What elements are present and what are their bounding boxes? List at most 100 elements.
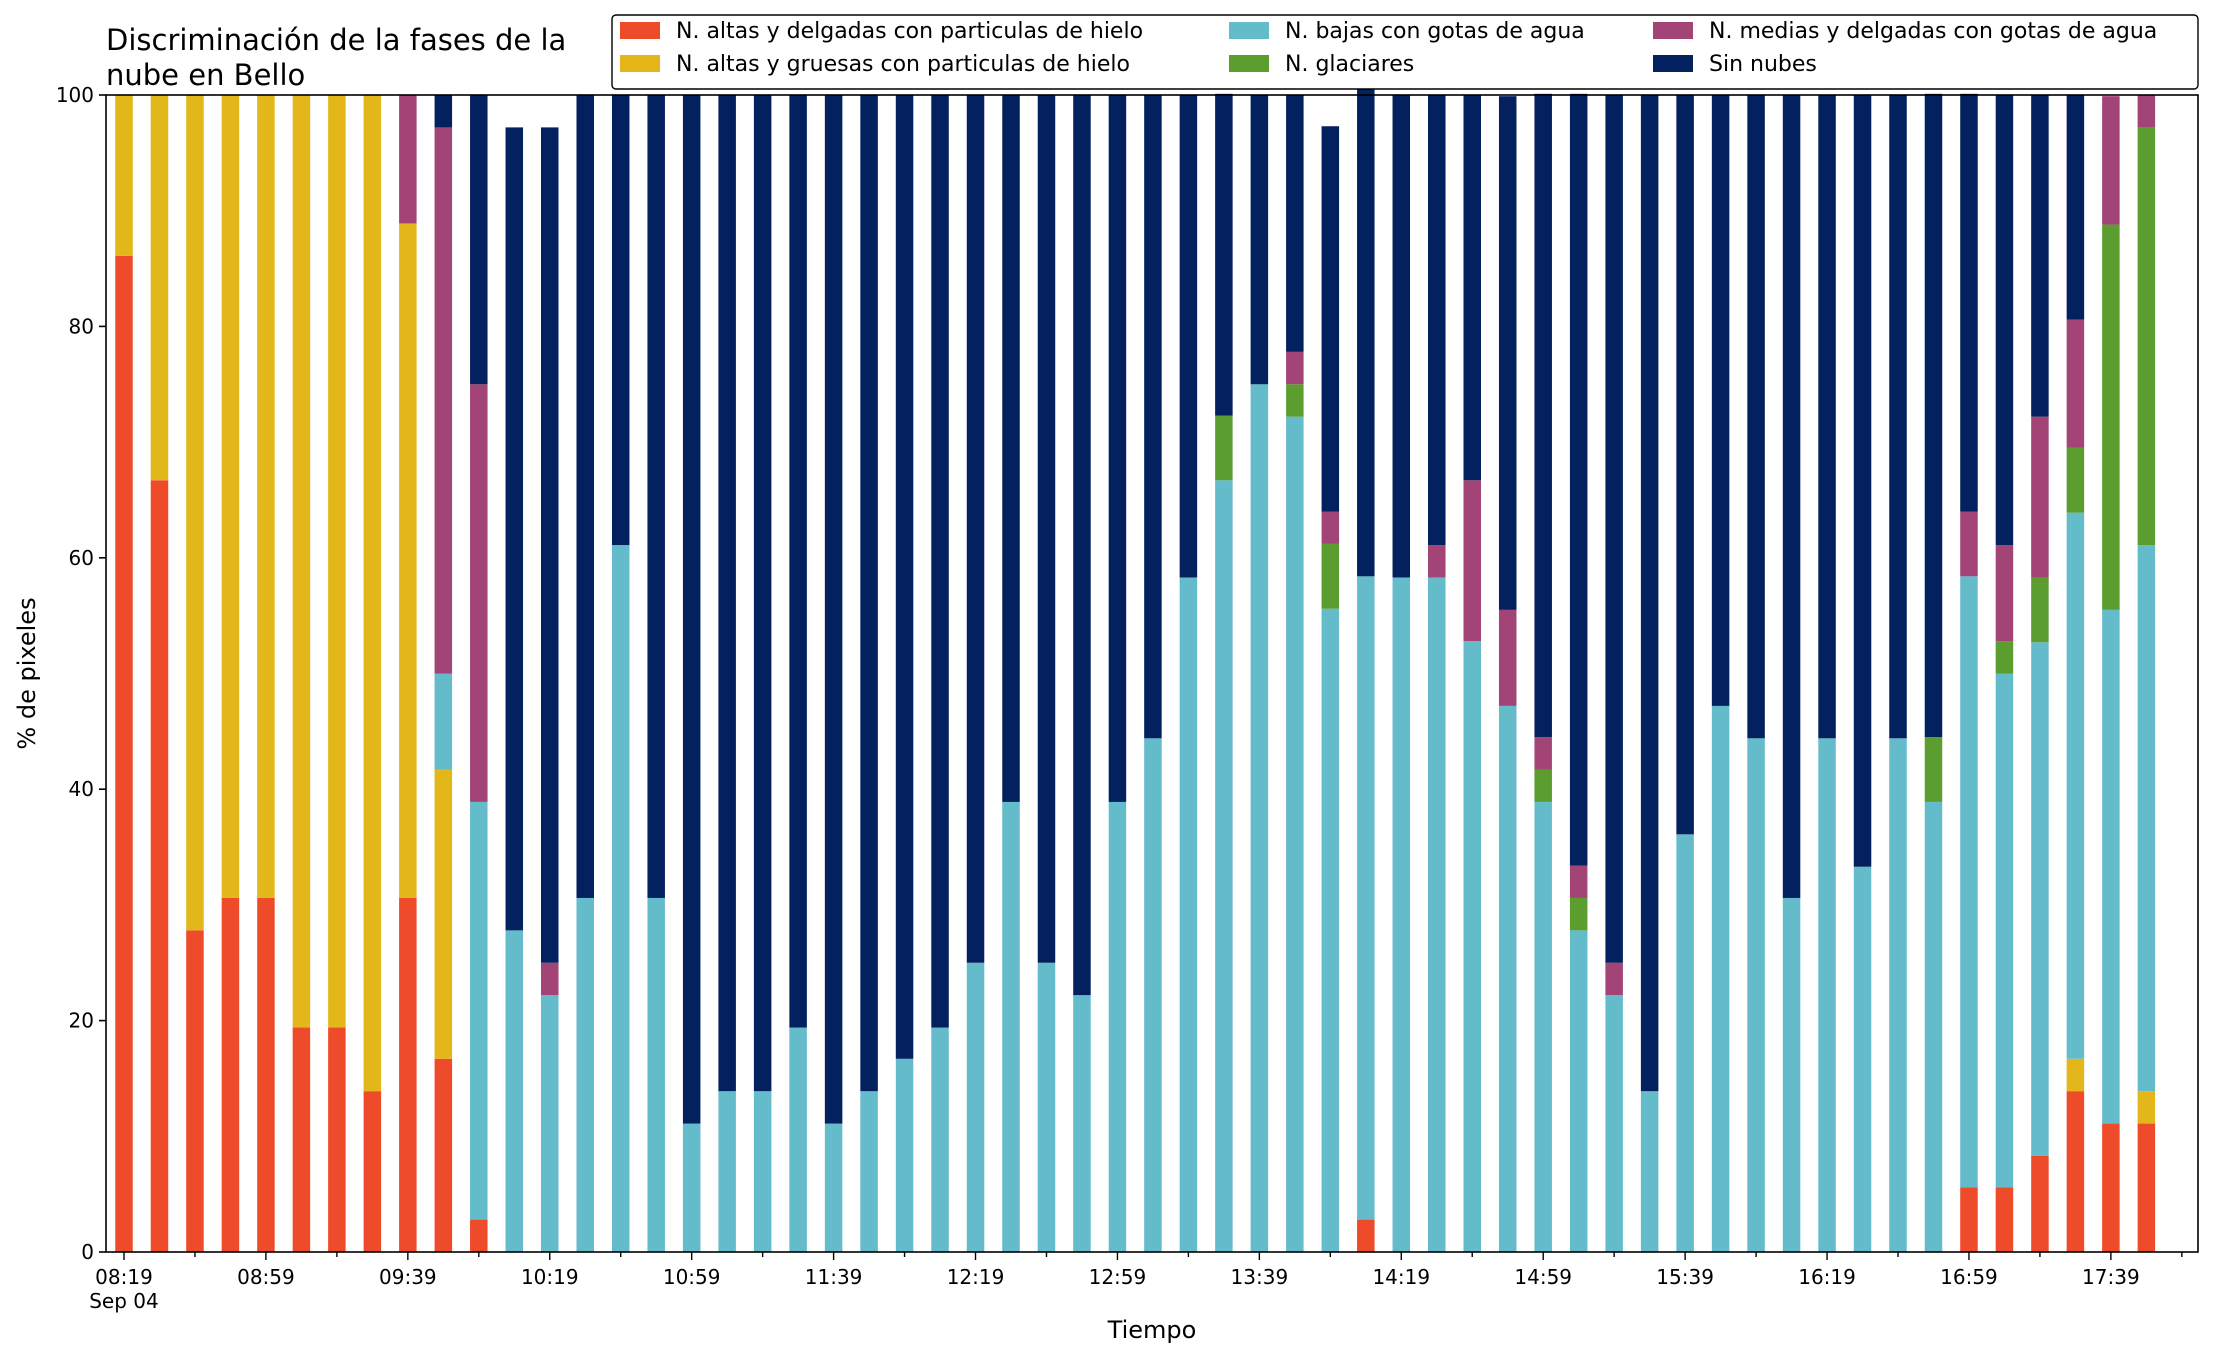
bar-segment-5-12 [541,127,559,963]
legend-swatch [620,22,660,39]
bar-segment-3-56 [2102,224,2120,610]
x-axis-title: Tiempo [1107,1316,1197,1344]
x-tick-label: 13:39 [1231,1265,1289,1289]
bar-segment-2-18 [753,1091,772,1252]
bar-segment-2-23 [931,1027,949,1252]
bar-segment-4-12 [541,962,559,996]
bar-segment-5-50 [1889,95,1907,739]
bar-segment-4-37 [1428,545,1446,578]
bar-segment-2-17 [718,1091,736,1252]
bar-segment-5-41 [1569,93,1588,866]
bar-segment-4-41 [1569,865,1588,898]
x-tick-label: 09:39 [379,1265,437,1289]
x-tick-sublabel: Sep 04 [89,1289,159,1313]
bar-segment-2-14 [611,545,630,1252]
bar-segment-0-53 [1995,1187,2014,1252]
bar-segment-5-46 [1747,95,1765,739]
bar-segment-4-57 [2137,95,2156,128]
bar-segment-2-47 [1782,897,1801,1252]
bar-segment-5-40 [1534,93,1552,738]
bar-segment-2-37 [1428,577,1446,1252]
bar-segment-5-19 [789,95,807,1028]
bar-segment-0-6 [328,1027,346,1252]
legend-label: N. medias y delgadas con gotas de agua [1709,19,2157,44]
bar-segment-2-21 [860,1091,878,1252]
bar-segment-2-53 [1995,673,2014,1188]
bar-segment-2-36 [1392,577,1411,1252]
bar-segment-3-40 [1534,769,1552,802]
bar-segment-5-47 [1782,95,1801,898]
bar-segment-2-28 [1108,801,1127,1252]
x-tick-label: 15:39 [1656,1265,1714,1289]
bar-segment-5-23 [931,95,949,1028]
bar-segment-2-41 [1569,930,1588,1252]
legend-swatch [1229,22,1269,39]
bar-segment-0-5 [292,1027,311,1252]
bars-layer [115,62,2156,1252]
bar-segment-0-57 [2137,1123,2156,1252]
bar-segment-1-9 [434,769,453,1059]
x-tick-label: 12:19 [947,1265,1005,1289]
bar-segment-0-1 [150,480,169,1252]
bar-segment-5-37 [1428,95,1446,546]
bar-segment-2-11 [505,930,524,1252]
bar-segment-2-38 [1463,641,1481,1252]
bar-segment-2-15 [647,897,665,1252]
bar-segment-3-41 [1569,897,1588,931]
bar-segment-5-10 [470,95,488,385]
bar-segment-2-24 [966,962,985,1252]
bar-segment-2-54 [2031,642,2049,1156]
bar-segment-2-43 [1640,1091,1659,1252]
bar-segment-4-55 [2066,319,2085,448]
bar-segment-5-43 [1640,95,1659,1092]
bar-segment-5-9 [434,95,453,128]
bar-segment-4-39 [1498,609,1517,706]
bar-segment-2-13 [576,897,594,1252]
bar-segment-2-9 [434,673,453,770]
bar-segment-2-35 [1357,576,1375,1220]
x-tick-label: 10:19 [521,1265,579,1289]
x-tick-label: 17:39 [2082,1265,2140,1289]
bar-segment-1-55 [2066,1058,2085,1092]
bar-segment-5-49 [1853,95,1872,867]
bar-segment-1-1 [150,95,169,481]
bar-segment-4-38 [1463,480,1481,642]
bar-segment-0-52 [1960,1187,1978,1252]
bar-segment-5-53 [1995,95,2014,546]
bar-segment-0-4 [257,897,275,1252]
bar-segment-0-0 [115,255,133,1252]
bar-segment-5-21 [860,95,878,1092]
y-tick-label: 100 [56,83,94,107]
bar-segment-2-46 [1747,738,1765,1252]
x-tick-label: 11:39 [805,1265,863,1289]
bar-segment-0-2 [186,930,204,1252]
y-tick-label: 40 [69,777,94,801]
bar-segment-0-8 [399,897,417,1252]
bar-segment-5-14 [611,95,630,546]
bar-segment-2-20 [824,1123,843,1252]
legend-swatch [1229,55,1269,72]
bar-segment-4-10 [470,384,488,802]
x-tick-label: 14:59 [1514,1265,1572,1289]
bar-segment-2-39 [1498,705,1517,1252]
bar-segment-4-34 [1321,511,1340,544]
legend-box [611,14,2199,90]
y-tick-label: 80 [69,314,94,338]
bar-segment-4-53 [1995,545,2014,642]
bar-segment-5-16 [682,95,701,1124]
bar-segment-2-45 [1711,705,1730,1252]
bar-segment-5-42 [1605,95,1623,963]
bar-segment-1-3 [221,95,240,898]
bar-segment-0-3 [221,897,240,1252]
bar-segment-2-48 [1818,738,1836,1252]
bar-segment-2-51 [1924,801,1943,1252]
bar-segment-5-20 [824,95,843,1124]
bar-segment-1-57 [2137,1091,2156,1124]
bar-segment-3-33 [1286,384,1304,417]
bar-segment-3-31 [1215,415,1233,481]
bar-segment-3-55 [2066,447,2085,513]
bar-segment-5-13 [576,95,594,898]
x-tick-label: 08:19 [95,1265,153,1289]
chart-title-line: nube en Bello [106,58,305,92]
